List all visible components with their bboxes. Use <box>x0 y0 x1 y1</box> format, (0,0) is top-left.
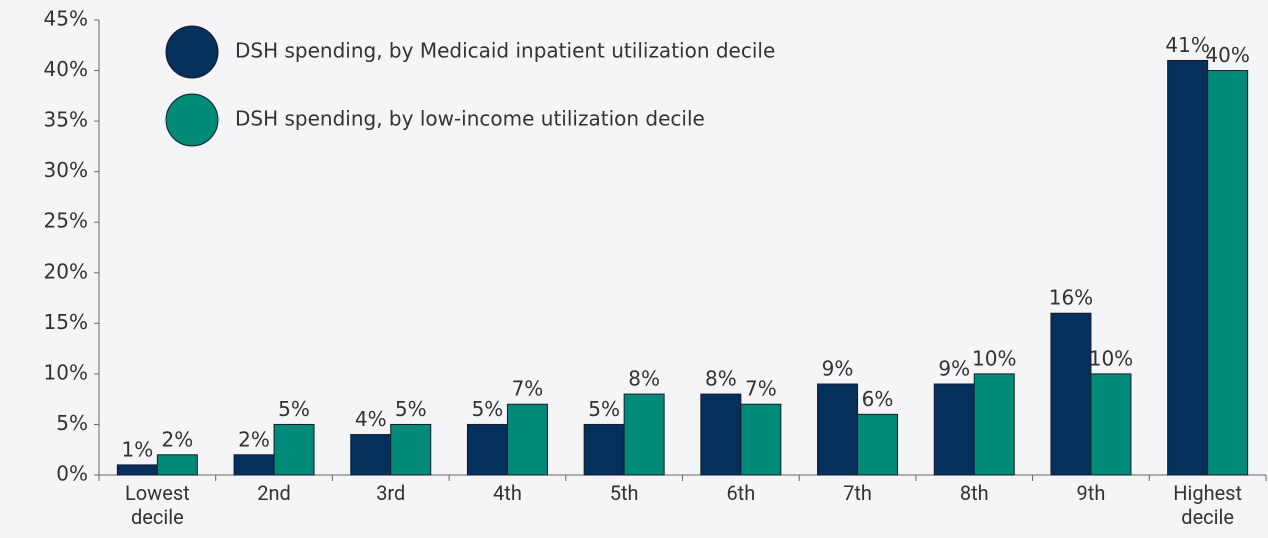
y-tick-label: 5% <box>56 411 88 435</box>
value-label: 10% <box>972 346 1016 370</box>
bar <box>740 403 782 476</box>
value-label: 5% <box>395 397 427 421</box>
value-label: 5% <box>588 397 620 421</box>
x-tick-label: 8th <box>959 481 989 505</box>
bar <box>1167 59 1209 476</box>
x-tick-label: 2nd <box>257 481 291 505</box>
value-label: 7% <box>745 377 777 401</box>
bar <box>583 423 625 476</box>
x-tick-label: 6th <box>726 481 756 505</box>
bar <box>390 423 432 476</box>
bar <box>623 393 665 476</box>
y-tick-label: 15% <box>44 310 88 334</box>
bar <box>116 464 158 476</box>
y-tick-label: 0% <box>56 462 88 486</box>
value-label: 9% <box>938 357 970 381</box>
legend-swatch <box>165 25 219 79</box>
y-tick-label: 45% <box>44 7 88 31</box>
value-label: 8% <box>705 367 737 391</box>
value-label: 5% <box>278 397 310 421</box>
bar <box>1050 312 1092 476</box>
value-label: 7% <box>512 377 544 401</box>
bar <box>700 393 742 476</box>
value-label: 8% <box>628 367 660 391</box>
bar <box>973 373 1015 476</box>
value-label: 2% <box>238 427 270 451</box>
bar <box>466 423 508 476</box>
x-tick-label: Highest decile <box>1173 481 1243 529</box>
bar <box>1090 373 1132 476</box>
x-tick-label: 5th <box>609 481 639 505</box>
value-label: 16% <box>1049 286 1093 310</box>
value-label: 5% <box>472 397 504 421</box>
value-label: 40% <box>1205 43 1249 67</box>
value-label: 9% <box>822 357 854 381</box>
bar <box>857 413 899 476</box>
value-label: 4% <box>355 407 387 431</box>
y-tick-label: 10% <box>44 360 88 384</box>
y-tick-label: 35% <box>44 108 88 132</box>
legend-label: DSH spending, by low-income utilization … <box>235 107 705 131</box>
y-tick-label: 40% <box>44 57 88 81</box>
value-label: 2% <box>161 427 193 451</box>
x-tick-label: 4th <box>493 481 522 505</box>
value-label: 6% <box>862 387 894 411</box>
bar <box>273 423 315 476</box>
y-tick-label: 30% <box>44 158 88 182</box>
bar <box>233 454 275 476</box>
x-tick-label: 7th <box>843 481 872 505</box>
bar <box>156 454 198 476</box>
bar <box>933 383 975 476</box>
value-label: 10% <box>1089 346 1133 370</box>
bar <box>817 383 859 476</box>
bar <box>1207 70 1249 476</box>
value-label: 41% <box>1165 33 1209 57</box>
x-tick-label: 9th <box>1076 481 1106 505</box>
value-label: 1% <box>121 437 153 461</box>
bar <box>506 403 548 476</box>
y-tick-label: 20% <box>44 259 88 283</box>
bar <box>350 434 392 476</box>
legend-swatch <box>165 93 219 147</box>
legend-label: DSH spending, by Medicaid inpatient util… <box>235 39 775 63</box>
y-tick-label: 25% <box>44 209 88 233</box>
x-tick-label: 3rd <box>376 481 406 505</box>
x-tick-label: Lowest decile <box>125 481 190 529</box>
